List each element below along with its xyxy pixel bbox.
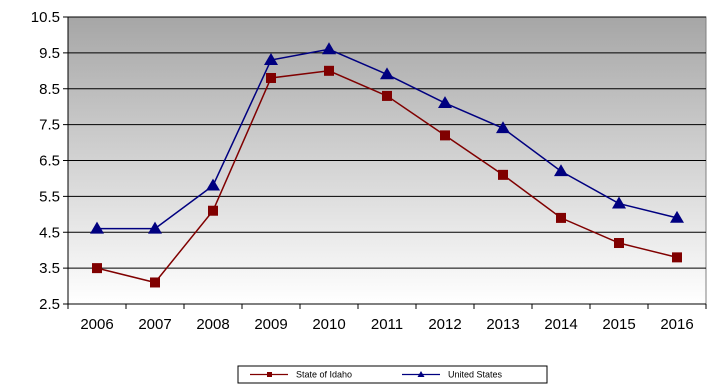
data-point-state-of-idaho (92, 263, 102, 274)
x-tick-label: 2009 (254, 316, 287, 333)
x-tick-label: 2007 (138, 316, 171, 333)
y-axis: 2.5 3.5 4.5 5.5 6.5 7.5 8.5 9.5 10.5 (31, 9, 69, 313)
data-point-united-states (264, 53, 278, 65)
x-tick-label: 2006 (80, 316, 113, 333)
y-tick-label: 8.5 (39, 81, 60, 98)
legend-entry-united-states: United States (402, 370, 503, 380)
legend-label-state-of-idaho: State of Idaho (296, 370, 352, 380)
x-tick-label: 2016 (660, 316, 693, 333)
legend-entry-state-of-idaho: State of Idaho (250, 370, 352, 380)
y-tick-label: 10.5 (31, 9, 60, 26)
x-tick-label: 2011 (371, 316, 403, 333)
y-tick-label: 2.5 (39, 296, 60, 313)
data-point-united-states (206, 178, 220, 191)
data-point-united-states (438, 96, 452, 108)
series-layer (90, 42, 684, 288)
y-tick-label: 3.5 (39, 260, 60, 277)
x-tick-label: 2010 (312, 316, 345, 333)
legend-marker-united-states (417, 371, 425, 377)
data-point-state-of-idaho (672, 252, 682, 263)
data-point-united-states (670, 210, 684, 223)
x-tick-label: 2008 (196, 316, 229, 333)
series-state-of-idaho (92, 65, 682, 288)
data-point-united-states (90, 221, 104, 234)
data-point-state-of-idaho (440, 130, 450, 141)
x-tick-label: 2013 (486, 316, 519, 333)
data-point-state-of-idaho (208, 205, 218, 216)
data-point-state-of-idaho (324, 65, 334, 76)
x-tick-label: 2014 (544, 316, 577, 333)
series-united-states (90, 42, 684, 234)
data-point-united-states (380, 67, 394, 80)
legend-box (237, 365, 548, 384)
data-point-state-of-idaho (150, 277, 160, 288)
data-point-state-of-idaho (498, 169, 508, 180)
data-point-united-states (612, 196, 626, 209)
data-point-united-states (148, 221, 162, 234)
y-tick-label: 9.5 (39, 45, 60, 62)
legend: State of Idaho United States (237, 365, 548, 384)
y-tick-label: 5.5 (39, 188, 60, 205)
data-point-state-of-idaho (556, 212, 566, 223)
x-axis: 2006 2007 2008 2009 2010 2011 2012 2013 2014 2015… (67, 303, 707, 333)
data-point-united-states (554, 164, 568, 177)
data-point-state-of-idaho (266, 72, 276, 83)
data-point-united-states (496, 121, 510, 134)
data-point-state-of-idaho (382, 90, 392, 101)
data-point-state-of-idaho (614, 238, 624, 249)
x-tick-label: 2015 (602, 316, 635, 333)
y-tick-label: 7.5 (39, 117, 60, 134)
legend-label-united-states: United States (448, 370, 503, 380)
legend-marker-state-of-idaho (267, 372, 272, 377)
y-tick-label: 4.5 (39, 224, 60, 241)
data-point-united-states (322, 42, 336, 55)
x-tick-label: 2012 (428, 316, 461, 333)
y-tick-label: 6.5 (39, 153, 60, 170)
